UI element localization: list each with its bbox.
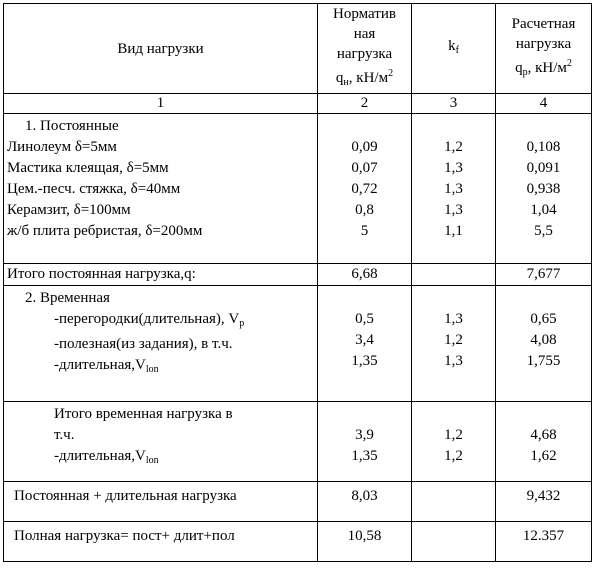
qp-value: 0,938 (526, 181, 561, 197)
qn-value: 0,72 (351, 181, 378, 197)
total-temporary-row: Итого временная нагрузка в т.ч. -длитель… (3, 401, 592, 482)
temporary-item-name: -длительная,Vlon (54, 357, 159, 375)
kf-value: 1,3 (444, 202, 463, 218)
total-permanent-row: Итого постоянная нагрузка,q: 6,68 7,677 (3, 263, 592, 286)
qp-value: 7,677 (495, 263, 592, 286)
col-number: 2 (317, 93, 412, 114)
qn-value: 3,4 (355, 332, 374, 348)
perm-plus-long-row: Постоянная + длительная нагрузка 8,03 9,… (3, 481, 592, 522)
kf-value: 1,3 (444, 160, 463, 176)
qp-value: 9,432 (495, 481, 592, 522)
qp-value: 0,091 (526, 160, 561, 176)
qp-value: 0,108 (526, 139, 561, 155)
header-design-load: Расчетная нагрузка qр, кН/м2 (495, 3, 592, 94)
qn-value: 0,07 (351, 160, 378, 176)
qn-value: 1,35 (351, 353, 378, 369)
qn-value: 1,35 (351, 448, 378, 464)
header-normative-load: Норматив ная нагрузка qн, кН/м2 (317, 3, 412, 94)
permanent-item-name: ж/б плита ребристая, δ=200мм (7, 223, 203, 239)
kf-value: 1,2 (444, 332, 463, 348)
kf-value: 1,3 (444, 311, 463, 327)
permanent-item-name: Керамзит, δ=100мм (7, 202, 131, 218)
temporary-title: 2. Временная (25, 290, 110, 306)
qp-value: 12.357 (495, 521, 592, 562)
kf-value: 1,1 (444, 223, 463, 239)
col-number: 1 (3, 93, 318, 114)
permanent-section-row: 1. Постоянные Линолеум δ=5мм Мастика кле… (3, 113, 592, 264)
kf-value: 1,2 (444, 139, 463, 155)
qn-value: 5 (360, 223, 369, 239)
total-temporary-label: Итого временная нагрузка в (54, 406, 233, 422)
temporary-item-name: -полезная(из задания), в т.ч. (54, 336, 233, 352)
kf-value (411, 481, 496, 522)
header-row: Вид нагрузки Норматив ная нагрузка qн, к… (3, 3, 592, 94)
qp-value: 0,65 (530, 311, 557, 327)
qp-value: 5,5 (534, 223, 553, 239)
qp-value: 1,755 (526, 353, 561, 369)
header-kf: kf (411, 3, 496, 94)
qp-value: 1,04 (530, 202, 557, 218)
header-load-type: Вид нагрузки (3, 3, 318, 94)
kf-value (411, 263, 496, 286)
column-numbers-row: 1 2 3 4 (3, 93, 592, 114)
qn-value: 3,9 (355, 427, 374, 443)
total-temporary-label: т.ч. (54, 427, 75, 443)
total-temporary-long-label: -длительная,Vlon (54, 448, 159, 466)
col-number: 3 (411, 93, 496, 114)
kf-value: 1,3 (444, 353, 463, 369)
permanent-item-name: Линолеум δ=5мм (7, 139, 117, 155)
qn-value: 0,09 (351, 139, 378, 155)
kf-value: 1,2 (444, 427, 463, 443)
perm-plus-long-label: Постоянная + длительная нагрузка (3, 481, 318, 522)
qn-value: 10,58 (317, 521, 412, 562)
full-load-label: Полная нагрузка= пост+ длит+пол (3, 521, 318, 562)
kf-value: 1,2 (444, 448, 463, 464)
permanent-item-name: Цем.-песч. стяжка, δ=40мм (7, 181, 181, 197)
design-unit: qр, кН/м2 (515, 58, 572, 78)
permanent-title: 1. Постоянные (25, 118, 119, 134)
qp-value: 1,62 (530, 448, 557, 464)
loads-table: Вид нагрузки Норматив ная нагрузка qн, к… (3, 3, 592, 562)
full-load-row: Полная нагрузка= пост+ длит+пол 10,58 12… (3, 521, 592, 562)
qn-value: 0,8 (355, 202, 374, 218)
temporary-item-name: -перегородки(длительная), Vp (54, 311, 245, 329)
normative-unit: qн, кН/м2 (335, 68, 394, 88)
permanent-item-name: Мастика клеящая, δ=5мм (7, 160, 169, 176)
qp-value: 4,68 (530, 427, 557, 443)
col-number: 4 (495, 93, 592, 114)
qp-value: 4,08 (530, 332, 557, 348)
qn-value: 0,5 (355, 311, 374, 327)
kf-value: 1,3 (444, 181, 463, 197)
kf-value (411, 521, 496, 562)
qn-value: 8,03 (317, 481, 412, 522)
qn-value: 6,68 (317, 263, 412, 286)
total-permanent-label: Итого постоянная нагрузка,q: (3, 263, 318, 286)
temporary-section-row: 2. Временная -перегородки(длительная), V… (3, 285, 592, 402)
